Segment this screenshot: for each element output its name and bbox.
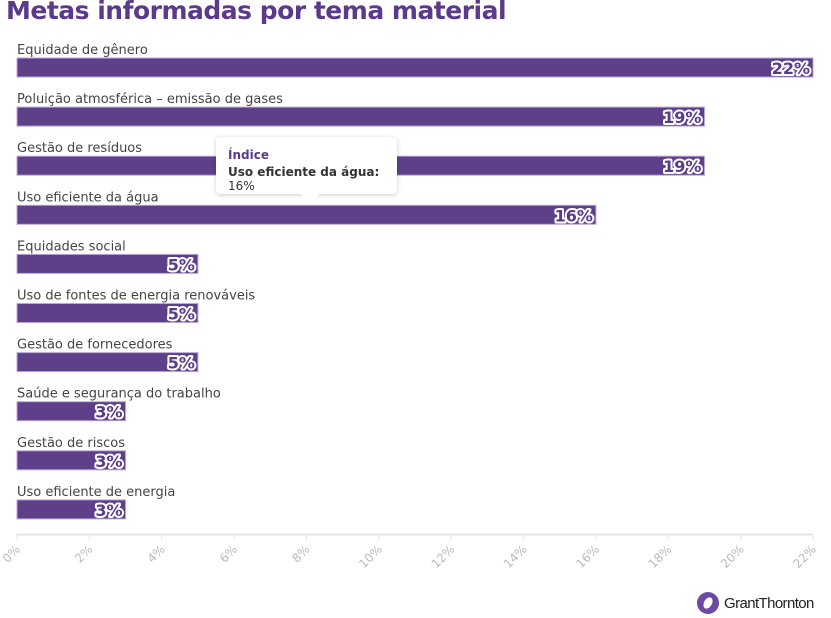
category-label: Gestão de fornecedores	[17, 338, 173, 353]
bar	[17, 499, 126, 519]
bar-outline	[16, 204, 597, 225]
tooltip-value: 16%	[228, 179, 255, 193]
x-tick-label: 18%	[646, 542, 675, 571]
data-label: 3%	[95, 501, 122, 520]
tooltip: Índice Uso eficiente da água: 16%	[216, 137, 397, 203]
category-label: Equidade de gênero	[17, 43, 148, 58]
x-tick-label: 12%	[429, 542, 458, 571]
x-tick-label: 0%	[0, 542, 23, 565]
category-label: Gestão de resíduos	[17, 141, 142, 156]
x-tick-label: 20%	[718, 542, 747, 571]
x-tick-label: 22%	[790, 542, 819, 571]
bar-outline	[16, 106, 705, 127]
data-label: 16%	[555, 206, 593, 225]
x-tick-label: 10%	[356, 542, 385, 571]
category-label: Uso de fontes de energia renováveis	[17, 289, 255, 304]
data-label: 19%	[663, 157, 701, 176]
bar	[17, 352, 198, 372]
chart-title: Metas informadas por tema material	[6, 0, 507, 25]
data-label: 5%	[168, 255, 195, 274]
bar	[17, 107, 705, 127]
category-label: Saúde e segurança do trabalho	[17, 387, 221, 402]
data-label: 3%	[95, 452, 122, 471]
bar-outline	[16, 303, 199, 323]
category-label: Poluição atmosférica – emissão de gases	[17, 92, 283, 107]
data-label: 22%	[772, 59, 810, 78]
grant-thornton-logo: GrantThornton	[697, 592, 814, 614]
logo-text: GrantThornton	[724, 594, 814, 612]
category-label: Uso eficiente de energia	[17, 485, 175, 500]
bar	[17, 450, 126, 470]
data-label: 5%	[168, 354, 195, 373]
bar-outline	[16, 499, 127, 520]
logo-icon	[697, 592, 719, 614]
bar	[17, 303, 198, 323]
data-label: 19%	[663, 108, 701, 127]
bar	[17, 254, 198, 274]
category-label: Equidades social	[17, 239, 126, 254]
x-tick-label: 16%	[573, 542, 602, 571]
tooltip-header: Índice	[228, 148, 269, 162]
tooltip-label: Uso eficiente da água:	[228, 165, 380, 179]
bar-outline	[16, 401, 127, 422]
x-tick-label: 6%	[217, 542, 240, 565]
bar-outline	[16, 450, 127, 471]
x-tick-label: 14%	[501, 542, 530, 571]
bar-outline	[16, 57, 814, 78]
x-tick-label: 8%	[289, 542, 312, 565]
category-label: Gestão de riscos	[17, 436, 125, 451]
tooltip-body: Uso eficiente da água: 16%	[228, 165, 385, 193]
bar	[17, 401, 126, 421]
data-label: 5%	[168, 305, 195, 324]
bar	[17, 205, 596, 225]
bar	[17, 58, 813, 77]
category-label: Uso eficiente da água	[17, 190, 159, 205]
bar-outline	[16, 253, 199, 274]
bar-outline	[16, 352, 199, 373]
x-tick-label: 4%	[144, 542, 167, 565]
x-tick-label: 2%	[72, 542, 95, 565]
data-label: 3%	[95, 403, 122, 422]
